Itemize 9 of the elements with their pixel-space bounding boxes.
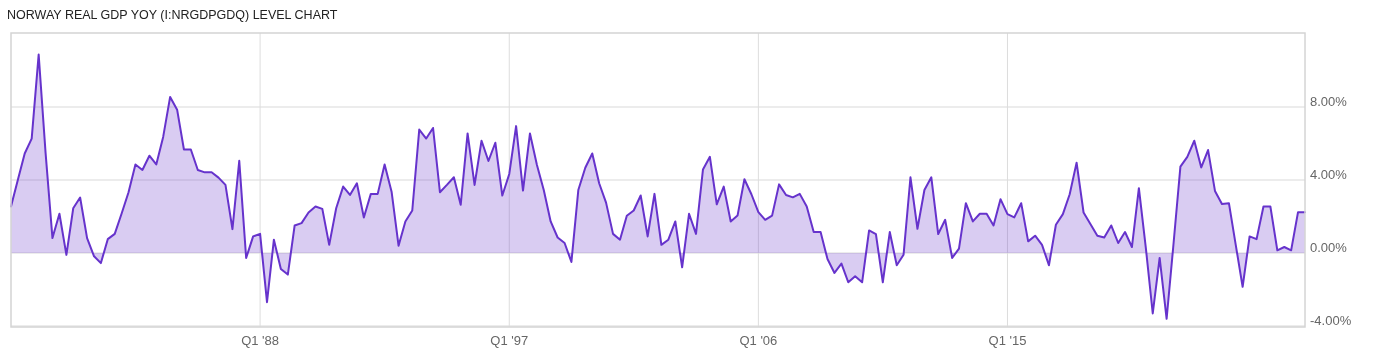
- x-tick-label: Q1 '15: [988, 333, 1027, 348]
- x-tick-label: Q1 '88: [241, 333, 280, 348]
- x-tick-label: Q1 '97: [490, 333, 529, 348]
- x-tick-label: Q1 '06: [739, 333, 778, 348]
- y-tick-label: 4.00%: [1310, 166, 1348, 182]
- chart-title: NORWAY REAL GDP YOY (I:NRGDPGDQ) LEVEL CHART: [7, 8, 338, 22]
- y-tick-label: 8.00%: [1310, 93, 1348, 109]
- y-tick-label: -4.00%: [1310, 312, 1352, 328]
- y-tick-label: 0.00%: [1310, 239, 1348, 255]
